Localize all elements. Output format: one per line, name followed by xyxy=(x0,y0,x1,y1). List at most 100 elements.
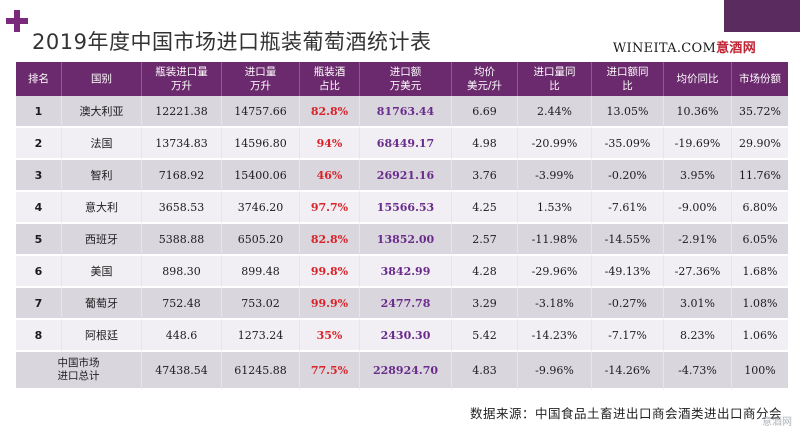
column-header-text: 万升 xyxy=(250,80,271,92)
bottled-share-cell: 97.7% xyxy=(300,192,360,224)
rank-cell: 4 xyxy=(16,192,62,224)
table-row: 3 智利 7168.92 15400.06 46% 26921.16 3.76 -3.99% -… xyxy=(16,160,788,192)
import-volume-cell: 15400.06 xyxy=(222,160,300,192)
average-price-cell: 5.42 xyxy=(452,320,518,352)
total-label-line1: 中国市场 xyxy=(57,357,100,369)
table-row: 8 阿根廷 448.6 1273.24 35% 2430.30 5.42 -14.23% -7.… xyxy=(16,320,788,352)
market-share-cell: 1.08% xyxy=(732,288,788,320)
column-header-text: 进口量 xyxy=(244,66,277,78)
total-row: 中国市场 进口总计 47438.54 61245.88 77.5% 228924.70 4.… xyxy=(16,352,788,390)
column-header: 进口量 万升 xyxy=(222,62,300,96)
import-volume-cell: 14596.80 xyxy=(222,128,300,160)
import-value-cell: 15566.53 xyxy=(360,192,452,224)
watermark: 意酒网 xyxy=(762,417,792,428)
table-row: 4 意大利 3658.53 3746.20 97.7% 15566.53 4.25 1.53%… xyxy=(16,192,788,224)
page-title: 2019年度中国市场进口瓶装葡萄酒统计表 xyxy=(32,30,432,54)
total-bottled-volume-cell: 47438.54 xyxy=(142,352,222,390)
volume-yoy-cell: -3.18% xyxy=(518,288,592,320)
column-header: 进口量同比 xyxy=(518,62,592,96)
table-body: 1 澳大利亚 12221.38 14757.66 82.8% 81763.44 6.69 2.… xyxy=(16,96,788,390)
value-yoy-cell: -35.09% xyxy=(592,128,664,160)
volume-yoy-cell: -11.98% xyxy=(518,224,592,256)
rank-cell: 6 xyxy=(16,256,62,288)
import-value-cell: 13852.00 xyxy=(360,224,452,256)
plus-icon xyxy=(6,10,28,32)
volume-yoy-cell: -29.96% xyxy=(518,256,592,288)
import-statistics-table: 排名 国别 瓶装进口量 万升 进口量 万升 瓶装酒 占比 进口额 万美元 均价 美元/升 进口量同比进口… xyxy=(16,62,788,390)
column-header-text: 国别 xyxy=(91,73,112,85)
volume-yoy-cell: -20.99% xyxy=(518,128,592,160)
import-value-cell: 2477.78 xyxy=(360,288,452,320)
column-header-text: 进口量同 xyxy=(533,66,576,78)
column-header-text: 均价 xyxy=(474,66,495,78)
table-row: 7 葡萄牙 752.48 753.02 99.9% 2477.78 3.29 -3.18% -0… xyxy=(16,288,788,320)
value-yoy-cell: -7.61% xyxy=(592,192,664,224)
rank-cell: 1 xyxy=(16,96,62,128)
column-header-text: 进口额同 xyxy=(606,66,649,78)
column-header-text: 万升 xyxy=(171,80,192,92)
column-header-text: 比 xyxy=(622,80,633,92)
import-volume-cell: 899.48 xyxy=(222,256,300,288)
bottled-share-cell: 46% xyxy=(300,160,360,192)
market-share-cell: 35.72% xyxy=(732,96,788,128)
bottled-volume-cell: 5388.88 xyxy=(142,224,222,256)
rank-cell: 3 xyxy=(16,160,62,192)
bottled-share-cell: 82.8% xyxy=(300,96,360,128)
price-yoy-cell: -9.00% xyxy=(664,192,732,224)
rank-cell: 7 xyxy=(16,288,62,320)
market-share-cell: 1.68% xyxy=(732,256,788,288)
import-volume-cell: 3746.20 xyxy=(222,192,300,224)
data-source-note: 数据来源：中国食品土畜进出口商会酒类进出口商分会 xyxy=(469,406,782,421)
average-price-cell: 3.29 xyxy=(452,288,518,320)
price-yoy-cell: 3.95% xyxy=(664,160,732,192)
import-value-cell: 26921.16 xyxy=(360,160,452,192)
value-yoy-cell: -0.27% xyxy=(592,288,664,320)
column-header-text: 市场份额 xyxy=(739,73,781,85)
brand-logo: WINEITA.COM意酒网 xyxy=(613,37,756,56)
total-label-line2: 进口总计 xyxy=(57,370,100,382)
value-yoy-cell: -0.20% xyxy=(592,160,664,192)
total-import-value-cell: 228924.70 xyxy=(360,352,452,390)
import-value-cell: 2430.30 xyxy=(360,320,452,352)
column-header-text: 排名 xyxy=(28,73,49,85)
price-yoy-cell: -27.36% xyxy=(664,256,732,288)
column-header-text: 瓶装进口量 xyxy=(155,66,208,78)
column-header-text: 比 xyxy=(549,80,560,92)
table-header-row: 排名 国别 瓶装进口量 万升 进口量 万升 瓶装酒 占比 进口额 万美元 均价 美元/升 进口量同比进口… xyxy=(16,62,788,96)
price-yoy-cell: -2.91% xyxy=(664,224,732,256)
volume-yoy-cell: 2.44% xyxy=(518,96,592,128)
column-header: 市场份额 xyxy=(732,62,788,96)
import-volume-cell: 14757.66 xyxy=(222,96,300,128)
column-header: 瓶装进口量 万升 xyxy=(142,62,222,96)
bottled-volume-cell: 7168.92 xyxy=(142,160,222,192)
average-price-cell: 2.57 xyxy=(452,224,518,256)
bottled-volume-cell: 12221.38 xyxy=(142,96,222,128)
column-header-text: 瓶装酒 xyxy=(313,66,346,78)
bottled-share-cell: 94% xyxy=(300,128,360,160)
column-header-text: 万美元 xyxy=(389,80,422,92)
volume-yoy-cell: -14.23% xyxy=(518,320,592,352)
country-cell: 葡萄牙 xyxy=(62,288,142,320)
average-price-cell: 3.76 xyxy=(452,160,518,192)
country-cell: 阿根廷 xyxy=(62,320,142,352)
total-market-share-cell: 100% xyxy=(732,352,788,390)
bottled-share-cell: 99.8% xyxy=(300,256,360,288)
total-bottled-share-cell: 77.5% xyxy=(300,352,360,390)
column-header: 国别 xyxy=(62,62,142,96)
volume-yoy-cell: -3.99% xyxy=(518,160,592,192)
import-volume-cell: 1273.24 xyxy=(222,320,300,352)
table-row: 6 美国 898.30 899.48 99.8% 3842.99 4.28 -29.96% -4… xyxy=(16,256,788,288)
column-header: 进口额 万美元 xyxy=(360,62,452,96)
price-yoy-cell: 3.01% xyxy=(664,288,732,320)
price-yoy-cell: 8.23% xyxy=(664,320,732,352)
price-yoy-cell: 10.36% xyxy=(664,96,732,128)
brand-latin: WINEITA.COM xyxy=(612,41,717,56)
value-yoy-cell: -7.17% xyxy=(592,320,664,352)
total-volume-yoy-cell: -9.96% xyxy=(518,352,592,390)
column-header: 均价 美元/升 xyxy=(452,62,518,96)
average-price-cell: 4.25 xyxy=(452,192,518,224)
import-value-cell: 3842.99 xyxy=(360,256,452,288)
brand-cn: 意酒网 xyxy=(716,41,756,56)
value-yoy-cell: -49.13% xyxy=(592,256,664,288)
average-price-cell: 4.98 xyxy=(452,128,518,160)
